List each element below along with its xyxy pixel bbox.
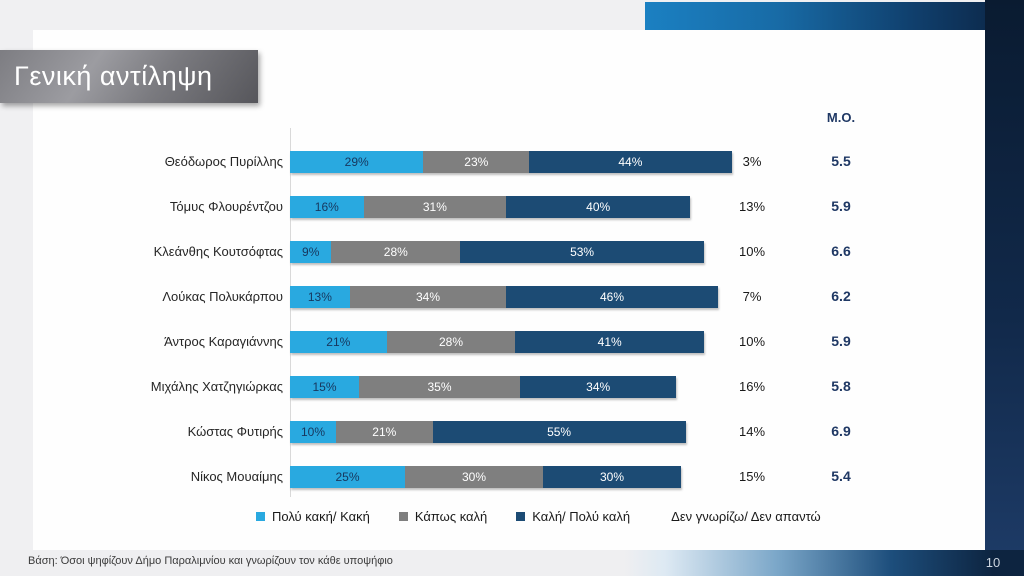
footer-note: Βάση: Όσοι ψηφίζουν Δήμο Παραλιμνίου και… (28, 555, 393, 567)
stacked-bar: 29% 23% 44% (290, 151, 732, 173)
chart-row: Νίκος Μουαίμης 25% 30% 30% 15% 5.4 (0, 466, 985, 488)
bar-segment: 30% (543, 466, 681, 488)
stacked-bar: 16% 31% 40% (290, 196, 691, 218)
candidate-label: Τόμυς Φλουρέντζου (169, 199, 283, 214)
stacked-bar: 15% 35% 34% (290, 376, 677, 398)
bar-segment: 15% (290, 376, 359, 398)
legend-item-bad: Πολύ κακή/ Κακή (256, 509, 370, 524)
stacked-bar: 9% 28% 53% (290, 241, 704, 263)
dont-know-value: 10% (738, 334, 766, 349)
stacked-bar: 21% 28% 41% (290, 331, 704, 353)
bar-segment: 30% (405, 466, 543, 488)
mo-value: 6.2 (831, 288, 851, 304)
stacked-bar: 13% 34% 46% (290, 286, 718, 308)
dont-know-value: 10% (738, 244, 766, 259)
candidate-label: Κώστας Φυτιρής (187, 424, 283, 439)
bar-segment: 53% (460, 241, 704, 263)
candidate-label: Κλεάνθης Κουτσόφτας (153, 244, 283, 259)
mo-value: 5.9 (831, 333, 851, 349)
dont-know-value: 13% (738, 199, 766, 214)
legend-label: Καλή/ Πολύ καλή (532, 509, 631, 524)
chart-legend: Πολύ κακή/ Κακή Κάπως καλή Καλή/ Πολύ κα… (256, 509, 821, 524)
chart-row: Θεόδωρος Πυρίλλης 29% 23% 44% 3% 5.5 (0, 151, 985, 173)
bar-segment: 10% (290, 421, 336, 443)
legend-swatch-good-icon (516, 512, 526, 521)
stacked-bar: 25% 30% 30% (290, 466, 681, 488)
bar-segment: 44% (529, 151, 732, 173)
candidate-label: Άντρος Καραγιάννης (164, 334, 283, 349)
bar-segment: 35% (359, 376, 520, 398)
right-accent-strip (985, 0, 1024, 576)
page-number: 10 (985, 555, 1001, 570)
mo-value: 5.5 (831, 153, 851, 169)
chart-row: Άντρος Καραγιάννης 21% 28% 41% 10% 5.9 (0, 331, 985, 353)
bottom-accent-bar (0, 550, 1024, 576)
dont-know-value: 3% (742, 154, 762, 169)
bar-segment: 25% (290, 466, 405, 488)
bar-segment: 41% (515, 331, 704, 353)
dont-know-value: 16% (738, 379, 766, 394)
stacked-bar: 10% 21% 55% (290, 421, 686, 443)
bar-segment: 13% (290, 286, 350, 308)
chart-row: Τόμυς Φλουρέντζου 16% 31% 40% 13% 5.9 (0, 196, 985, 218)
bar-segment: 21% (336, 421, 433, 443)
bar-segment: 31% (363, 196, 507, 218)
dont-know-value: 7% (742, 289, 762, 304)
bar-segment: 29% (290, 151, 424, 173)
mo-value: 6.9 (831, 423, 851, 439)
mo-value: 5.9 (831, 198, 851, 214)
legend-label: Δεν γνωρίζω/ Δεν απαντώ (671, 509, 821, 524)
page-title: Γενική αντίληψη (14, 61, 213, 91)
bar-segment: 40% (506, 196, 691, 218)
bar-segment: 28% (386, 331, 516, 353)
legend-item-good: Καλή/ Πολύ καλή (516, 509, 630, 524)
mo-value: 5.8 (831, 378, 851, 394)
legend-swatch-bad-icon (256, 512, 265, 521)
bar-segment: 55% (432, 421, 686, 443)
candidate-label: Μιχάλης Χατζηγιώρκας (150, 379, 283, 394)
mo-value: 5.4 (831, 468, 851, 484)
bar-segment: 16% (290, 196, 364, 218)
chart-row: Κώστας Φυτιρής 10% 21% 55% 14% 6.9 (0, 421, 985, 443)
mo-column-header: M.O. (826, 110, 856, 125)
dont-know-value: 14% (738, 424, 766, 439)
legend-swatch-somewhat-icon (398, 512, 408, 521)
candidate-label: Θεόδωρος Πυρίλλης (164, 154, 283, 169)
top-accent-bar (645, 2, 1024, 30)
mo-value: 6.6 (831, 243, 851, 259)
candidate-label: Νίκος Μουαίμης (190, 469, 283, 484)
chart-row: Κλεάνθης Κουτσόφτας 9% 28% 53% 10% 6.6 (0, 241, 985, 263)
bar-segment: 34% (520, 376, 677, 398)
legend-label: Πολύ κακή/ Κακή (272, 509, 370, 524)
bar-segment: 23% (423, 151, 530, 173)
bar-segment: 21% (290, 331, 387, 353)
title-box: Γενική αντίληψη (0, 50, 258, 103)
legend-item-somewhat: Κάπως καλή (398, 509, 488, 524)
bar-segment: 46% (506, 286, 718, 308)
chart-axis-line (290, 128, 291, 497)
legend-label: Κάπως καλή (414, 509, 488, 524)
dont-know-value: 15% (738, 469, 766, 484)
bar-segment: 28% (331, 241, 461, 263)
bar-segment: 9% (290, 241, 332, 263)
legend-item-dont-know: Δεν γνωρίζω/ Δεν απαντώ (671, 509, 821, 524)
candidate-label: Λούκας Πολυκάρπου (162, 289, 283, 304)
chart-row: Μιχάλης Χατζηγιώρκας 15% 35% 34% 16% 5.8 (0, 376, 985, 398)
bar-segment: 34% (349, 286, 507, 308)
chart-row: Λούκας Πολυκάρπου 13% 34% 46% 7% 6.2 (0, 286, 985, 308)
